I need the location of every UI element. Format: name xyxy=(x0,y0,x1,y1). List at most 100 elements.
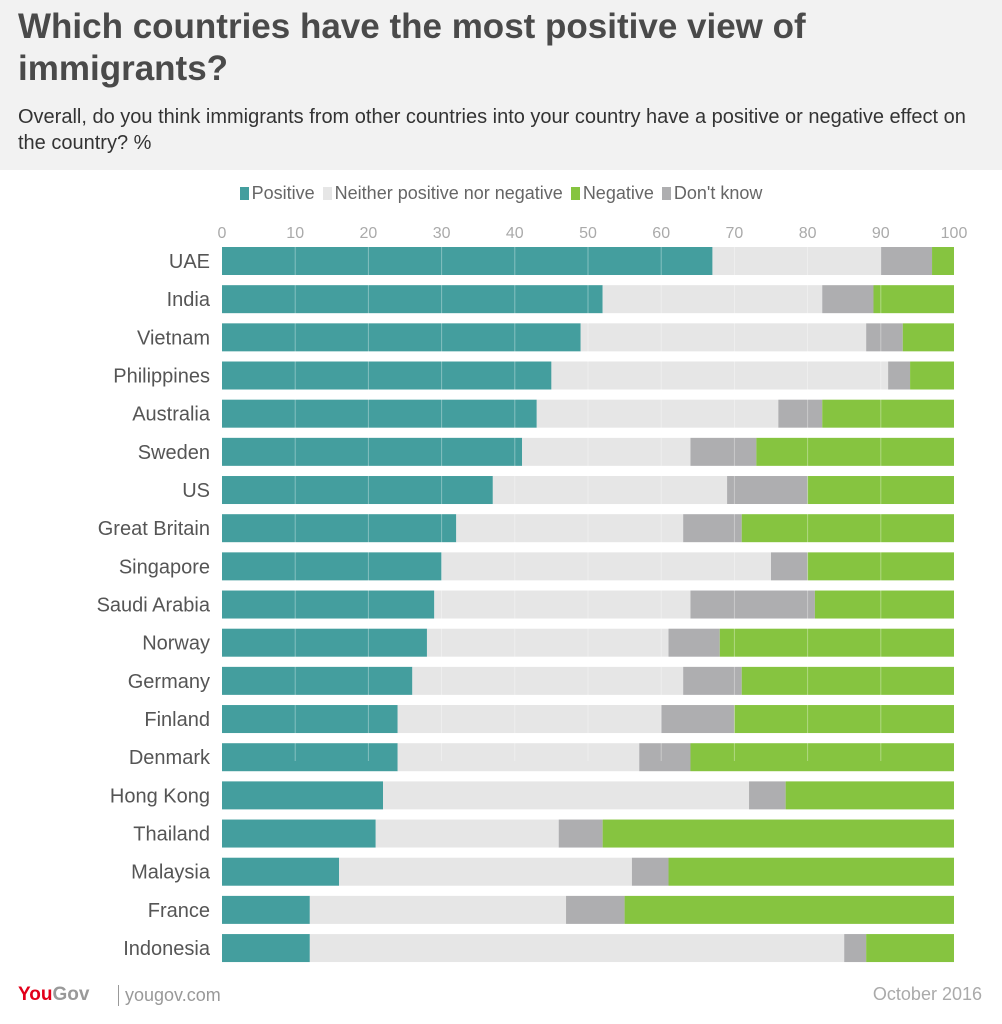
bar-segment xyxy=(383,781,750,810)
legend-label: Positive xyxy=(251,183,315,203)
bar-segment xyxy=(807,476,954,505)
bar-segment xyxy=(536,399,779,428)
x-tick-label: 0 xyxy=(218,225,227,242)
bar-segment xyxy=(309,934,845,963)
x-tick-label: 30 xyxy=(433,225,451,242)
bar-segment xyxy=(522,437,691,466)
bar-segment xyxy=(683,514,742,543)
bar-segment xyxy=(441,552,771,581)
bar-segment xyxy=(822,285,874,314)
bar-segment xyxy=(222,628,427,657)
bar-segment xyxy=(631,857,669,886)
legend-label: Don't know xyxy=(673,183,763,203)
bar-segment xyxy=(339,857,632,886)
bar-segment xyxy=(844,934,867,963)
bar-segment xyxy=(639,743,691,772)
bar-segment xyxy=(426,628,669,657)
legend-swatch xyxy=(322,187,332,200)
bar-segment xyxy=(683,666,742,695)
bar-segment xyxy=(222,285,603,314)
legend-item: Don't know xyxy=(661,183,763,204)
bar-segment xyxy=(456,514,684,543)
bar-segment xyxy=(375,819,559,848)
category-label: Norway xyxy=(142,633,210,655)
bar-segment xyxy=(602,285,823,314)
category-label: France xyxy=(148,900,210,922)
bar-segment xyxy=(580,323,867,352)
legend-swatch xyxy=(661,187,671,200)
bar-segment xyxy=(807,552,954,581)
bar-segment xyxy=(222,552,442,581)
bar-segment xyxy=(397,705,662,734)
header: Which countries have the most positive v… xyxy=(0,0,1002,170)
stacked-bar-chart: 0 10 20 30 40 50 60 70 80 90 100 UAE India Vietnam Phi… xyxy=(97,225,968,963)
bar-segment xyxy=(727,476,808,505)
category-label: UAE xyxy=(169,251,210,273)
legend-label: Negative xyxy=(582,183,654,203)
bar-segment xyxy=(222,476,493,505)
category-label: Denmark xyxy=(129,747,211,769)
legend: Positive Neither positive nor negative Neg… xyxy=(0,183,1002,204)
category-label: Malaysia xyxy=(131,862,211,884)
bar-segment xyxy=(222,705,398,734)
legend-item: Positive xyxy=(239,183,315,204)
bar-segment xyxy=(756,437,954,466)
bar-segment xyxy=(661,705,735,734)
bar-segment xyxy=(222,781,384,810)
bar-segment xyxy=(222,361,552,390)
category-label: US xyxy=(182,480,210,502)
bar-segment xyxy=(222,514,457,543)
bar-segment xyxy=(873,285,954,314)
category-label: Finland xyxy=(144,709,210,731)
yougov-logo: YouGov xyxy=(18,984,90,1005)
x-tick-label: 40 xyxy=(506,225,524,242)
bar-segment xyxy=(932,247,954,275)
bar-segment xyxy=(551,361,889,390)
category-label: Singapore xyxy=(119,556,210,578)
category-label: Saudi Arabia xyxy=(97,595,211,617)
bar-segment xyxy=(866,323,903,352)
bar-segment xyxy=(668,628,720,657)
bar-segment xyxy=(434,590,691,619)
bar-segment xyxy=(690,743,954,772)
legend-swatch xyxy=(570,187,580,200)
category-label: Philippines xyxy=(113,366,210,388)
bar-segment xyxy=(222,819,376,848)
bar-segment xyxy=(822,399,954,428)
bar-segment xyxy=(222,857,340,886)
bar-segment xyxy=(814,590,954,619)
bar-segment xyxy=(690,590,815,619)
x-tick-label: 50 xyxy=(579,225,597,242)
chart-title: Which countries have the most positive v… xyxy=(18,7,806,88)
x-tick-label: 100 xyxy=(941,225,968,242)
x-tick-label: 20 xyxy=(360,225,378,242)
bar-segment xyxy=(741,666,954,695)
legend-item: Negative xyxy=(570,183,654,204)
bar-segment xyxy=(222,895,310,924)
bar-segment xyxy=(222,323,581,352)
category-label: Sweden xyxy=(138,442,210,464)
x-tick-label: 80 xyxy=(799,225,817,242)
x-tick-label: 90 xyxy=(872,225,890,242)
bar-segment xyxy=(222,934,310,963)
bar-segment xyxy=(624,895,954,924)
category-label: Germany xyxy=(128,671,210,693)
category-label: Vietnam xyxy=(137,327,210,349)
bar-segment xyxy=(910,361,954,390)
x-tick-label: 70 xyxy=(726,225,744,242)
bar-segment xyxy=(222,399,537,428)
category-label: Thailand xyxy=(133,824,210,846)
bar-segment xyxy=(412,666,684,695)
bar-segment xyxy=(778,399,823,428)
x-tick-label: 10 xyxy=(286,225,304,242)
footer-site: yougov.com xyxy=(118,985,221,1006)
bar-segment xyxy=(309,895,567,924)
bar-segment xyxy=(222,666,413,695)
bar-segment xyxy=(749,781,786,810)
bar-segment xyxy=(566,895,625,924)
bar-segment xyxy=(602,819,954,848)
bar-segment xyxy=(741,514,954,543)
bar-segment xyxy=(690,437,757,466)
legend-swatch xyxy=(239,187,249,200)
bar-segment xyxy=(492,476,728,505)
